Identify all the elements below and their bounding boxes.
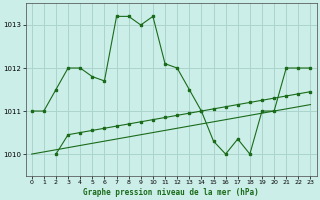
X-axis label: Graphe pression niveau de la mer (hPa): Graphe pression niveau de la mer (hPa): [83, 188, 259, 197]
